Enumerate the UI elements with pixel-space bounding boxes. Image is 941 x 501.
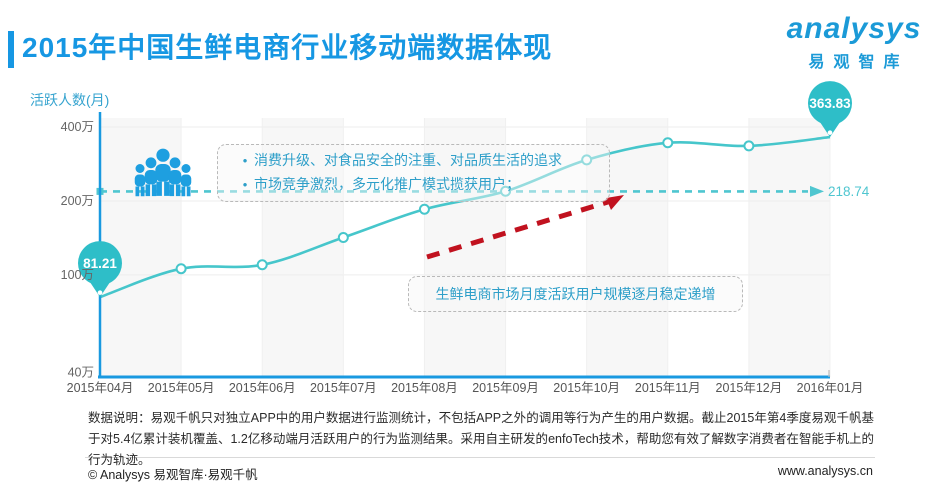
plot-band — [343, 118, 425, 377]
data-point — [175, 263, 187, 275]
plot-band — [505, 118, 587, 377]
data-point — [500, 185, 512, 197]
x-axis-tick-label: 2015年08月 — [391, 381, 458, 395]
y-axis-tick-label: 400万 — [61, 120, 94, 134]
annotation-text: 市场竞争激烈，多元化推广模式揽获用户； — [254, 176, 520, 192]
data-point — [662, 137, 674, 149]
drivers-annotation-box: • 消费升级、对食品安全的注重、对品质生活的追求 • 市场竞争激烈，多元化推广模… — [217, 144, 610, 202]
footer-divider — [85, 457, 875, 458]
x-axis-tick-label: 2015年04月 — [67, 381, 134, 395]
plot-band — [667, 118, 749, 377]
plot-band — [262, 118, 344, 377]
y-axis-tick-label: 40万 — [68, 366, 94, 380]
plot-band — [586, 118, 668, 377]
x-axis-tick-label: 2015年05月 — [148, 381, 215, 395]
people-group-icon — [134, 148, 192, 197]
logo-brand-text: analysys — [786, 12, 922, 45]
value-balloon — [78, 241, 122, 286]
data-point — [743, 140, 755, 152]
trend-annotation-box: 生鲜电商市场月度活跃用户规模逐月稳定递增 — [408, 276, 743, 312]
x-axis-tick-label: 2015年11月 — [635, 381, 701, 395]
x-axis-tick-label: 2015年10月 — [553, 381, 620, 395]
plot-band — [748, 118, 830, 377]
data-point — [581, 154, 593, 166]
title-accent-bar — [8, 31, 14, 68]
y-axis-tick-label: 100万 — [61, 268, 94, 282]
trend-arrow-head-icon — [606, 195, 624, 210]
x-axis-tick-label: 2015年07月 — [310, 381, 377, 395]
data-note: 数据说明：易观千帆只对独立APP中的用户数据进行监测统计，不包括APP之外的调用… — [88, 411, 874, 467]
series-line — [99, 135, 831, 299]
y-axis-title: 活跃人数(月) — [30, 92, 110, 108]
y-axis-tick-label: 200万 — [61, 194, 94, 208]
average-arrowhead-icon — [810, 185, 824, 197]
value-balloon-label: 81.21 — [83, 256, 117, 271]
balloon-tip-dot — [97, 290, 103, 295]
plot-band — [424, 118, 506, 377]
page-title: 2015年中国生鲜电商行业移动端数据体现 — [22, 32, 553, 63]
data-point — [256, 259, 268, 271]
value-balloon — [808, 81, 852, 126]
data-point — [418, 203, 430, 215]
copyright-text: © Analysys 易观智库·易观千帆 — [88, 468, 258, 482]
x-axis-tick-label: 2016年01月 — [797, 381, 864, 395]
annotation-text: 消费升级、对食品安全的注重、对品质生活的追求 — [254, 152, 562, 168]
data-point — [337, 232, 349, 244]
x-axis-tick-label: 2015年12月 — [716, 381, 783, 395]
annotation-line: • 消费升级、对食品安全的注重、对品质生活的追求 — [218, 148, 609, 172]
annotation-text: 生鲜电商市场月度活跃用户规模逐月稳定递增 — [435, 286, 716, 302]
bullet-icon: • — [242, 152, 248, 168]
logo-chinese-text: 易观智库 — [808, 54, 909, 71]
bullet-icon: • — [242, 176, 248, 192]
website-text: www.analysys.cn — [777, 464, 873, 478]
analysys-logo: analysys 易观智库 — [779, 12, 929, 72]
plot-band — [181, 118, 263, 377]
x-axis-tick-label: 2015年06月 — [229, 381, 296, 395]
trend-arrow-shaft — [426, 199, 609, 260]
balloon-tip-dot — [827, 130, 833, 135]
x-axis-tick-label: 2015年09月 — [472, 381, 539, 395]
value-balloon-label: 363.83 — [809, 96, 851, 111]
annotation-line: • 市场竞争激烈，多元化推广模式揽获用户； — [218, 172, 609, 196]
average-value-label: 218.74 — [828, 184, 870, 199]
